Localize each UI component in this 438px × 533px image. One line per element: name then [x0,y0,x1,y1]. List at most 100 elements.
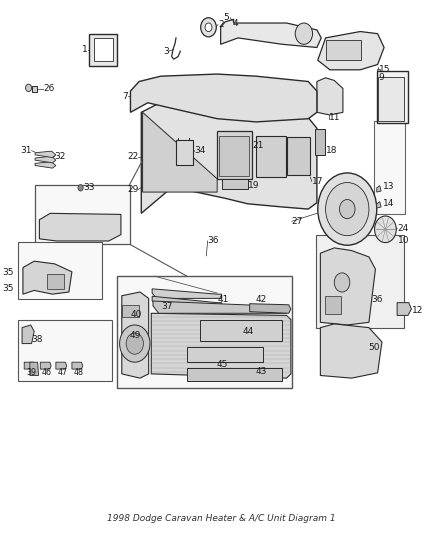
Polygon shape [32,86,37,92]
Text: 18: 18 [325,146,336,155]
Text: 47: 47 [57,368,67,377]
Polygon shape [376,201,380,208]
Text: 10: 10 [398,237,409,246]
Text: 39: 39 [26,368,36,377]
Bar [187,368,282,381]
Bar [89,34,117,66]
Text: 37: 37 [161,302,173,311]
Text: 41: 41 [218,295,229,304]
Polygon shape [35,151,56,158]
Polygon shape [152,296,221,307]
Bar [121,305,139,317]
Polygon shape [121,292,148,378]
Polygon shape [316,78,342,115]
Polygon shape [30,362,39,375]
Text: 49: 49 [129,331,141,340]
Bar [35,184,129,244]
Circle shape [78,184,83,191]
Circle shape [339,199,354,219]
Bar [286,137,310,175]
Polygon shape [376,185,380,192]
Polygon shape [142,112,217,192]
Text: 35: 35 [3,284,14,293]
Polygon shape [24,362,35,369]
Bar [315,235,403,328]
Text: 26: 26 [43,84,54,93]
Polygon shape [320,324,381,378]
Polygon shape [23,261,72,294]
Polygon shape [39,213,120,241]
Text: 36: 36 [207,237,219,246]
Text: 9: 9 [378,73,383,82]
Text: 36: 36 [370,295,382,304]
Bar [18,320,112,381]
Text: 24: 24 [396,224,407,233]
Polygon shape [72,362,83,369]
Text: 29: 29 [127,185,138,194]
Text: 32: 32 [54,152,66,161]
Text: 31: 31 [20,146,32,155]
Bar [326,40,360,60]
Text: 13: 13 [382,182,394,191]
Text: 38: 38 [32,335,43,344]
Text: 3: 3 [162,47,168,55]
Text: 14: 14 [382,199,394,208]
Text: 43: 43 [255,367,266,376]
Text: 5: 5 [223,13,229,22]
Bar [373,122,404,214]
Text: 7: 7 [122,92,128,101]
Text: 40: 40 [130,310,141,319]
Text: 22: 22 [127,152,138,161]
Text: 1998 Dodge Caravan Heater & A/C Unit Diagram 1: 1998 Dodge Caravan Heater & A/C Unit Dia… [107,514,335,523]
Bar [314,130,324,155]
Polygon shape [153,301,286,313]
Bar [199,320,282,341]
Circle shape [222,23,230,34]
Bar [93,38,113,61]
Text: 45: 45 [216,360,227,369]
Text: 44: 44 [242,327,253,336]
Text: 12: 12 [411,305,423,314]
Polygon shape [371,236,396,248]
Circle shape [374,216,396,243]
Text: 33: 33 [83,183,95,192]
Text: 2: 2 [218,20,223,29]
Text: 21: 21 [252,141,264,150]
Bar [256,136,285,177]
Circle shape [325,182,368,236]
Bar [378,77,403,121]
Text: 19: 19 [248,181,259,190]
Polygon shape [35,156,56,163]
Text: 35: 35 [3,269,14,277]
Bar [219,136,248,176]
Circle shape [205,23,212,31]
Polygon shape [151,313,290,378]
Text: 17: 17 [311,177,322,186]
Polygon shape [130,74,316,122]
Circle shape [119,325,150,362]
Polygon shape [35,162,56,168]
Bar [117,276,292,387]
Text: 50: 50 [367,343,379,352]
Text: 15: 15 [378,66,389,74]
Polygon shape [152,289,221,298]
Text: 42: 42 [255,295,266,304]
Polygon shape [56,362,67,369]
Circle shape [333,273,349,292]
Circle shape [317,173,376,245]
Polygon shape [220,19,321,47]
Bar [221,179,247,189]
Text: 11: 11 [328,113,340,122]
Polygon shape [396,303,410,316]
Bar [176,140,193,165]
Circle shape [294,23,312,44]
Text: 27: 27 [291,217,302,226]
Circle shape [126,333,143,354]
Polygon shape [320,248,374,325]
Polygon shape [22,325,34,344]
Text: 1: 1 [82,45,88,54]
Bar [324,296,340,314]
Polygon shape [40,362,51,369]
Text: 34: 34 [194,146,205,155]
Polygon shape [317,31,383,70]
